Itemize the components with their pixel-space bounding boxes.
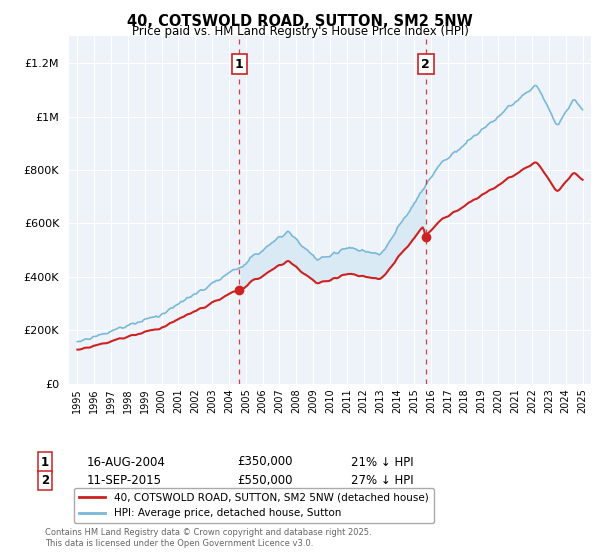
Text: 2: 2 [421, 58, 430, 71]
Text: 21% ↓ HPI: 21% ↓ HPI [351, 455, 413, 469]
Text: 1: 1 [41, 455, 49, 469]
Text: £350,000: £350,000 [237, 455, 293, 469]
Text: 40, COTSWOLD ROAD, SUTTON, SM2 5NW: 40, COTSWOLD ROAD, SUTTON, SM2 5NW [127, 14, 473, 29]
Text: £550,000: £550,000 [237, 474, 293, 487]
Text: 27% ↓ HPI: 27% ↓ HPI [351, 474, 413, 487]
Text: 11-SEP-2015: 11-SEP-2015 [87, 474, 162, 487]
Text: Price paid vs. HM Land Registry's House Price Index (HPI): Price paid vs. HM Land Registry's House … [131, 25, 469, 38]
Text: 1: 1 [235, 58, 244, 71]
Text: Contains HM Land Registry data © Crown copyright and database right 2025.
This d: Contains HM Land Registry data © Crown c… [45, 528, 371, 548]
Legend: 40, COTSWOLD ROAD, SUTTON, SM2 5NW (detached house), HPI: Average price, detache: 40, COTSWOLD ROAD, SUTTON, SM2 5NW (deta… [74, 488, 434, 524]
Text: 2: 2 [41, 474, 49, 487]
Text: 16-AUG-2004: 16-AUG-2004 [87, 455, 166, 469]
